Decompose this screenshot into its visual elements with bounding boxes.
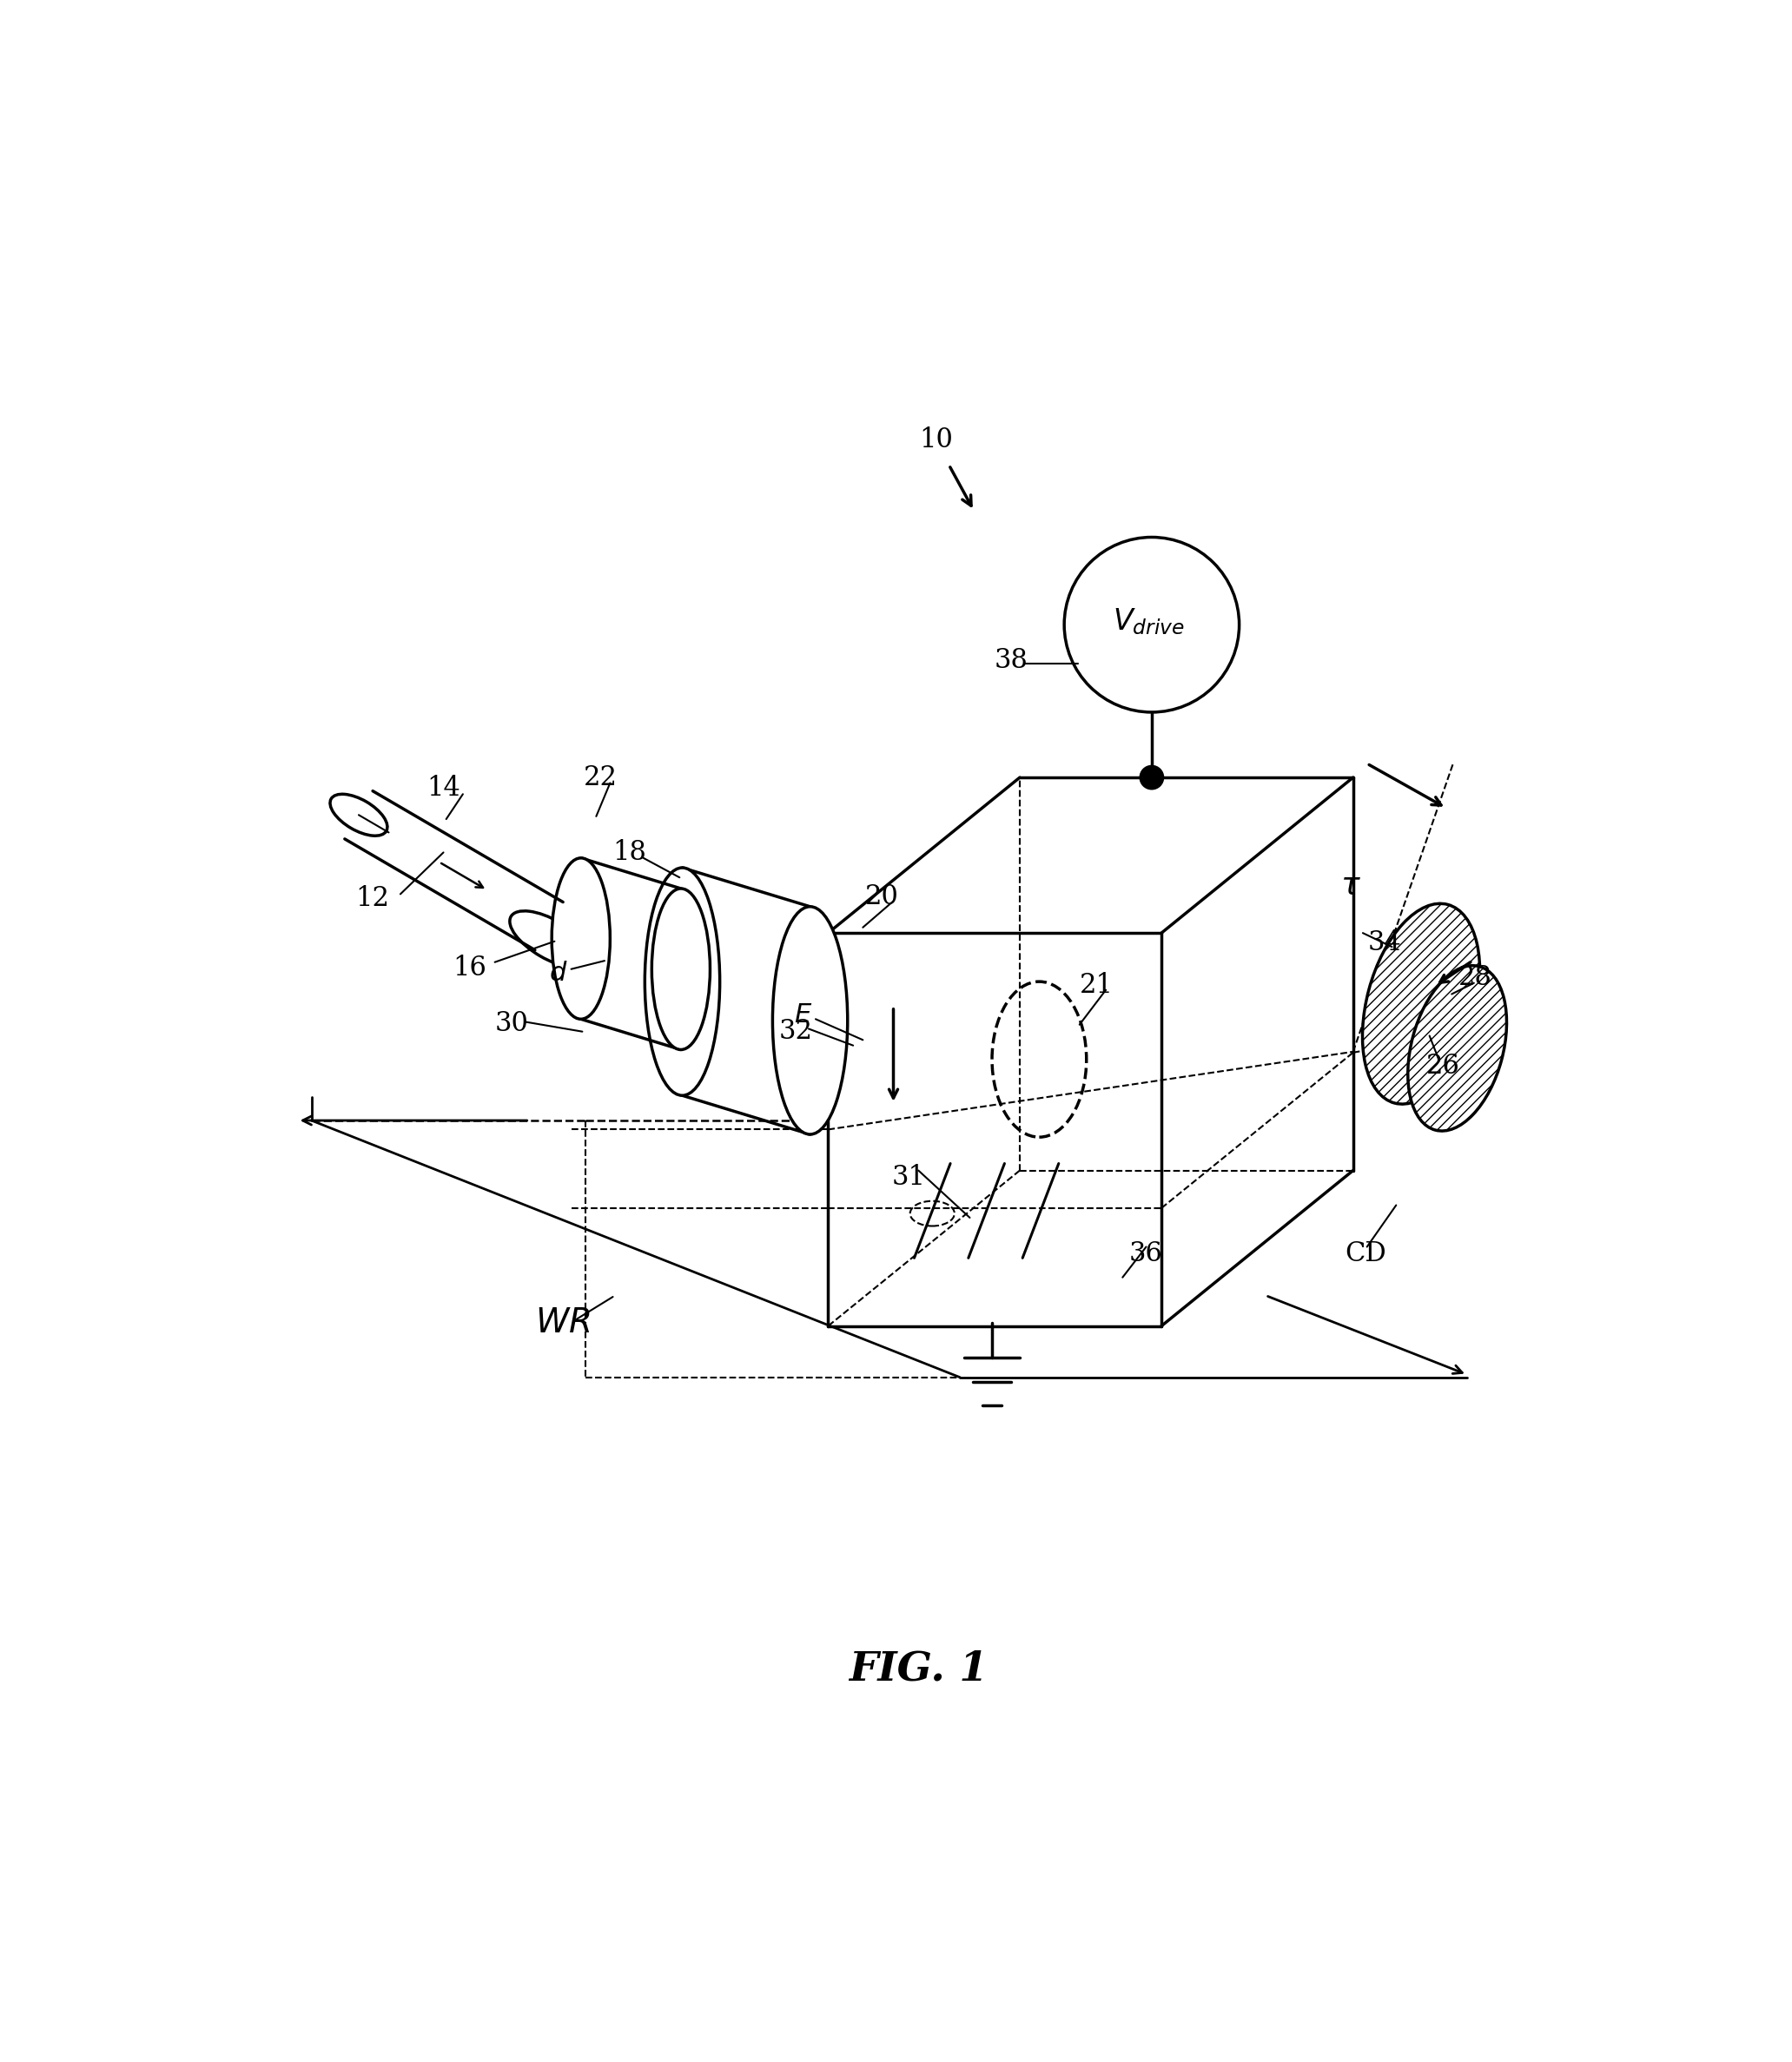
Text: 18: 18 (613, 839, 647, 866)
Text: 28: 28 (1459, 963, 1493, 992)
Ellipse shape (1409, 965, 1507, 1130)
Text: $E$: $E$ (794, 1002, 812, 1029)
Ellipse shape (652, 889, 710, 1050)
Text: 12: 12 (355, 885, 389, 911)
Ellipse shape (1362, 903, 1480, 1103)
Text: CD: CD (1344, 1241, 1387, 1268)
Ellipse shape (330, 794, 387, 835)
Ellipse shape (552, 858, 609, 1019)
Text: 16: 16 (453, 955, 487, 982)
Text: 34: 34 (1369, 930, 1401, 957)
Text: $\tau$: $\tau$ (1340, 870, 1360, 901)
Text: 20: 20 (866, 883, 900, 909)
Ellipse shape (772, 907, 848, 1134)
Text: $\mathbf{\mathit{WR}}$: $\mathbf{\mathit{WR}}$ (536, 1307, 591, 1340)
Ellipse shape (645, 868, 720, 1095)
Text: 21: 21 (1079, 973, 1113, 1000)
Text: 30: 30 (495, 1010, 529, 1037)
Circle shape (1140, 765, 1165, 790)
Text: 38: 38 (995, 647, 1029, 674)
Text: 36: 36 (1129, 1241, 1163, 1268)
Ellipse shape (509, 911, 590, 967)
Circle shape (1064, 538, 1240, 711)
Text: 22: 22 (584, 765, 616, 792)
Text: $d$: $d$ (550, 959, 568, 988)
Text: $\mathit{V}_{drive}$: $\mathit{V}_{drive}$ (1113, 606, 1185, 637)
Text: FIG. 1: FIG. 1 (849, 1650, 987, 1689)
Text: 14: 14 (426, 775, 461, 802)
Text: 32: 32 (780, 1019, 814, 1045)
Text: 26: 26 (1426, 1054, 1460, 1080)
Text: 31: 31 (892, 1163, 926, 1192)
Text: 10: 10 (919, 427, 953, 454)
